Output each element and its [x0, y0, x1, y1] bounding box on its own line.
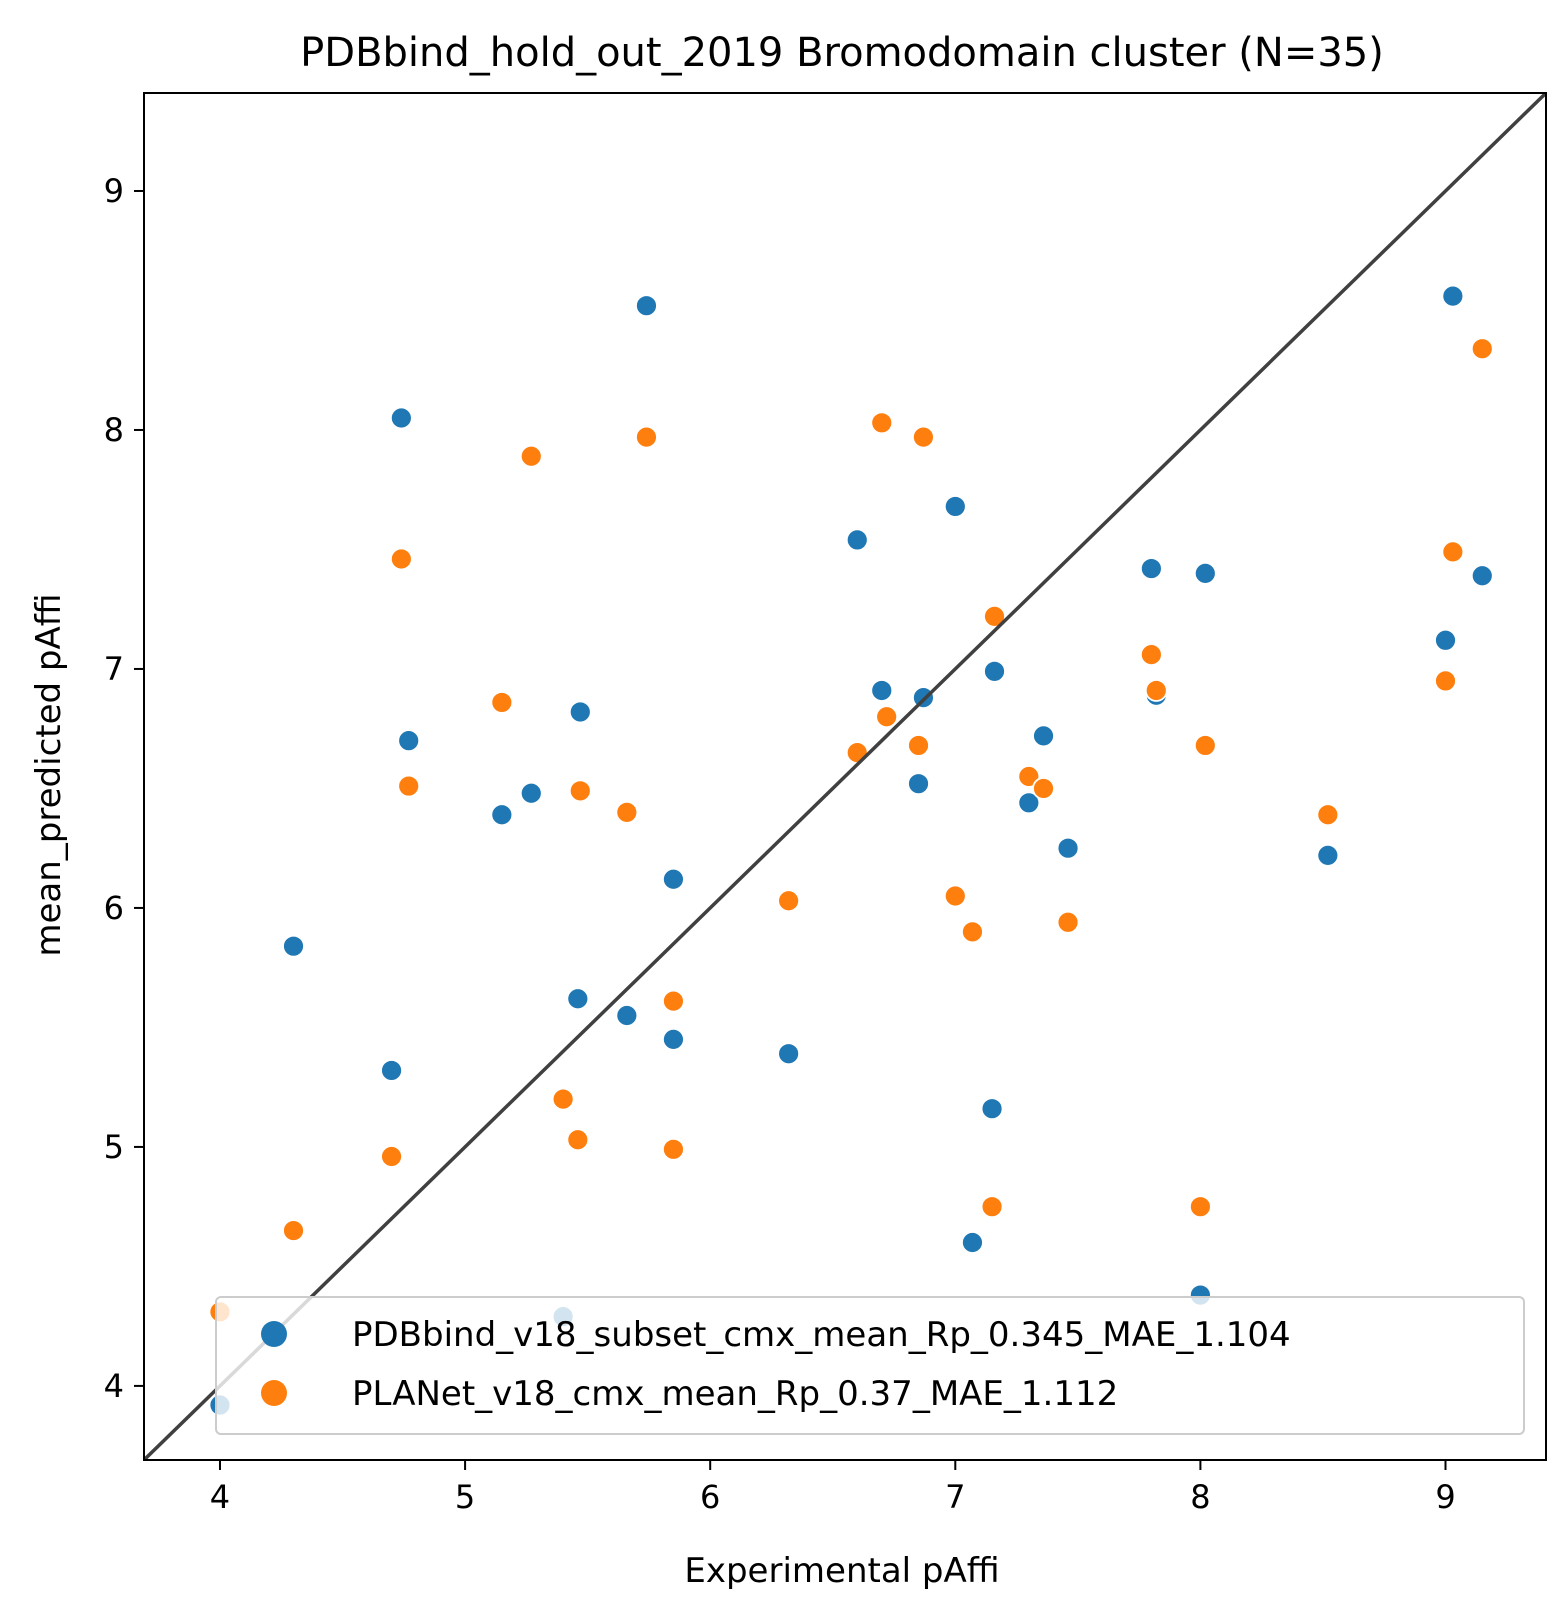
chart-title: PDBbind_hold_out_2019 Bromodomain cluste…	[300, 30, 1384, 76]
legend: PDBbind_v18_subset_cmx_mean_Rp_0.345_MAE…	[215, 1296, 1525, 1435]
data-point-s1-14	[777, 889, 801, 913]
y-axis-label: mean_predicted pAffi	[29, 593, 69, 956]
legend-marker-planet	[261, 1380, 287, 1406]
data-point-s0-12	[662, 1027, 685, 1051]
data-point-s1-34	[1470, 337, 1494, 361]
data-point-s0-20	[943, 495, 967, 518]
x-tick-label-2: 6	[700, 1478, 720, 1516]
data-point-s1-33	[1441, 540, 1465, 564]
data-point-s1-6	[519, 444, 543, 468]
data-point-s1-4	[397, 774, 421, 798]
data-point-s0-30	[1193, 561, 1217, 585]
y-tick-label-2: 6	[104, 889, 124, 927]
data-point-s1-25	[1032, 777, 1055, 800]
data-point-s0-6	[519, 781, 543, 805]
data-point-s1-21	[961, 920, 984, 944]
legend-frame	[215, 1296, 1525, 1435]
legend-label-planet: PLANet_v18_cmx_mean_Rp_0.37_MAE_1.112	[352, 1374, 1118, 1414]
data-point-s0-32	[1434, 628, 1457, 652]
data-point-s1-29	[1189, 1195, 1212, 1219]
data-point-s1-27	[1139, 643, 1163, 667]
data-point-s1-19	[912, 425, 935, 449]
data-point-s0-31	[1316, 843, 1340, 867]
data-point-s0-2	[380, 1059, 403, 1082]
x-tick-label-4: 8	[1190, 1478, 1210, 1516]
x-tick-label-5: 9	[1435, 1478, 1455, 1516]
data-point-s0-10	[615, 1004, 639, 1027]
data-point-s0-22	[980, 1097, 1004, 1121]
data-points	[208, 284, 1494, 1417]
data-point-s0-8	[566, 987, 590, 1011]
x-tick-label-3: 7	[945, 1478, 965, 1516]
legend-marker-pdbbind	[261, 1321, 287, 1347]
data-point-s1-22	[980, 1195, 1004, 1219]
data-point-s1-8	[566, 1128, 590, 1152]
data-point-s1-15	[845, 741, 869, 765]
data-point-s0-3	[389, 406, 413, 430]
data-point-s1-9	[568, 779, 592, 803]
data-point-s1-13	[662, 989, 685, 1013]
x-axis-label: Experimental pAffi	[684, 1551, 999, 1591]
data-point-s1-11	[635, 425, 658, 449]
data-point-s0-27	[1139, 557, 1163, 580]
data-point-s0-33	[1441, 284, 1465, 308]
identity-line	[144, 93, 1546, 1460]
data-point-s0-18	[907, 772, 930, 796]
data-point-s0-13	[662, 867, 685, 891]
x-tick-label-1: 5	[455, 1478, 475, 1516]
data-point-s0-25	[1032, 724, 1055, 748]
data-point-s1-24	[1017, 765, 1041, 788]
data-point-s0-21	[961, 1231, 984, 1254]
data-point-s0-34	[1470, 564, 1494, 588]
x-tick-label-0: 4	[210, 1478, 230, 1516]
y-tick-label-1: 5	[104, 1128, 124, 1166]
data-point-s1-5	[490, 691, 514, 714]
y-tick-label-0: 4	[104, 1367, 124, 1405]
data-point-s0-26	[1056, 836, 1080, 860]
data-point-s0-14	[777, 1042, 801, 1066]
data-point-s0-1	[282, 934, 305, 958]
data-point-s1-32	[1434, 669, 1457, 693]
data-point-s0-11	[635, 294, 658, 318]
data-point-s1-18	[907, 734, 930, 757]
data-point-s1-7	[551, 1087, 575, 1111]
data-point-s1-2	[380, 1145, 403, 1168]
y-tick-label-3: 7	[104, 650, 124, 688]
data-point-s0-5	[490, 803, 514, 827]
data-point-s0-24	[1017, 791, 1041, 815]
y-tick-label-4: 8	[104, 411, 124, 449]
data-point-s0-16	[870, 679, 894, 702]
data-point-s1-20	[943, 884, 967, 908]
data-point-s0-23	[983, 659, 1006, 683]
data-point-s0-15	[845, 528, 869, 552]
data-point-s1-26	[1056, 910, 1080, 934]
data-point-s1-17	[875, 705, 899, 729]
data-point-s1-28	[1144, 679, 1168, 702]
data-point-s1-1	[282, 1219, 305, 1242]
data-point-s1-30	[1193, 734, 1217, 757]
data-point-s1-31	[1316, 803, 1340, 827]
data-point-s1-12	[662, 1137, 685, 1161]
data-point-s0-9	[568, 700, 592, 724]
data-point-s1-3	[389, 547, 413, 571]
data-point-s1-23	[983, 604, 1006, 628]
data-point-s1-10	[615, 800, 639, 824]
data-point-s0-4	[397, 729, 421, 753]
plot-frame	[143, 92, 1547, 1461]
y-tick-label-5: 9	[104, 172, 124, 210]
data-point-s1-16	[870, 411, 894, 435]
legend-label-pdbbind: PDBbind_v18_subset_cmx_mean_Rp_0.345_MAE…	[352, 1315, 1291, 1355]
